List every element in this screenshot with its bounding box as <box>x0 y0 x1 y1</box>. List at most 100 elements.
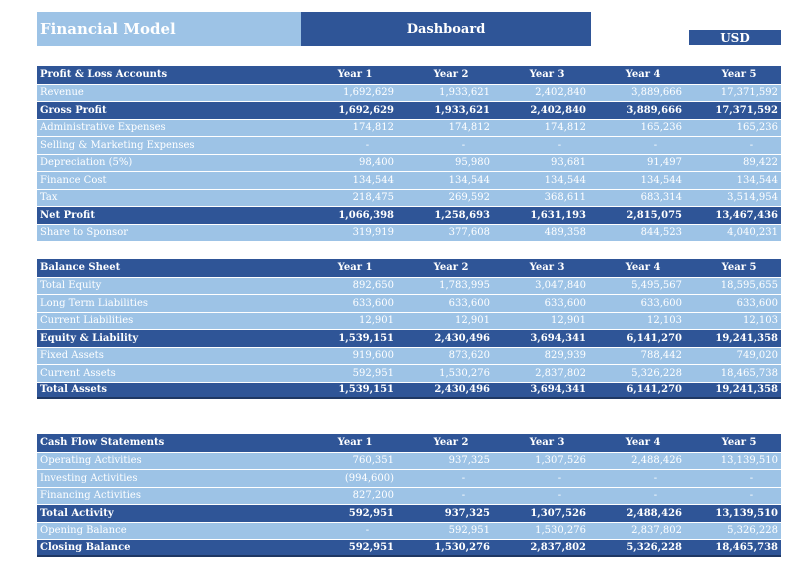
row-value: - <box>653 139 658 151</box>
row-value: 3,889,666 <box>626 104 682 116</box>
table-row: Financing Activities 827,200 - - - - <box>37 487 781 504</box>
row-value: 218,475 <box>352 192 394 204</box>
row-value: 827,200 <box>352 490 394 502</box>
row-value: 269,592 <box>448 192 490 204</box>
row-value: - <box>365 525 370 537</box>
table-row: Closing Balance 592,951 1,530,276 2,837,802… <box>37 540 781 557</box>
dashboard-tab[interactable]: Dashboard <box>301 12 591 46</box>
row-value: 633,600 <box>352 297 394 309</box>
row-value: 592,951 <box>448 525 490 537</box>
row-value: 1,539,151 <box>338 384 394 396</box>
row-value: 12,901 <box>455 315 490 327</box>
row-value: 592,951 <box>352 367 394 379</box>
row-value: 749,020 <box>736 350 778 362</box>
row-label: Total Activity <box>40 507 114 519</box>
row-value: 873,620 <box>448 350 490 362</box>
row-label: Revenue <box>40 87 84 99</box>
row-value: - <box>461 139 466 151</box>
section-title: Balance Sheet <box>40 262 121 274</box>
row-value: 3,047,840 <box>535 280 586 292</box>
row-label: Opening Balance <box>40 525 127 537</box>
row-value: - <box>653 490 658 502</box>
year-header: Year 2 <box>433 437 469 449</box>
row-value: 1,530,276 <box>535 525 586 537</box>
row-value: 2,488,426 <box>631 455 682 467</box>
row-value: 5,326,228 <box>626 541 682 553</box>
row-separator <box>37 469 781 470</box>
row-value: 1,539,151 <box>338 332 394 344</box>
section-title: Profit & Loss Accounts <box>40 69 168 81</box>
row-value: 319,919 <box>352 227 394 239</box>
row-separator <box>37 521 781 523</box>
row-value: - <box>749 139 754 151</box>
row-value: 98,400 <box>359 157 394 169</box>
row-value: 3,514,954 <box>727 192 778 204</box>
row-separator <box>37 346 781 348</box>
row-value: 5,326,228 <box>727 525 778 537</box>
row-separator <box>37 223 781 225</box>
currency-badge[interactable]: USD <box>689 30 781 45</box>
row-value: 134,544 <box>352 174 394 186</box>
row-value: 2,488,426 <box>626 507 682 519</box>
row-value: 844,523 <box>640 227 682 239</box>
row-value: 5,495,567 <box>631 280 682 292</box>
profit-loss-table: Profit & Loss Accounts Year 1 Year 2 Year 3… <box>37 66 781 241</box>
row-label: Total Assets <box>40 384 107 396</box>
row-value: - <box>461 472 466 484</box>
row-label: Closing Balance <box>40 541 131 553</box>
table-row: Finance Cost 134,544 134,544 134,544 134,544… <box>37 172 781 189</box>
row-value: 174,812 <box>544 122 586 134</box>
year-header: Year 3 <box>529 262 565 274</box>
row-value: 4,040,231 <box>727 227 778 239</box>
model-title: Financial Model <box>37 12 301 46</box>
row-value: - <box>365 139 370 151</box>
table-row: Equity & Liability 1,539,151 2,430,496 3,69… <box>37 330 781 347</box>
row-value: (994,600) <box>344 472 394 484</box>
year-header: Year 5 <box>721 69 757 81</box>
row-value: 6,141,270 <box>626 384 682 396</box>
row-separator <box>37 101 781 102</box>
row-separator <box>37 136 781 137</box>
cf-header-row: Cash Flow Statements Year 1 Year 2 Year 3 Ye… <box>37 434 781 452</box>
row-value: 134,544 <box>448 174 490 186</box>
table-row: Total Assets 1,539,151 2,430,496 3,694,341 6… <box>37 382 781 399</box>
year-header: Year 1 <box>337 437 373 449</box>
row-value: 1,933,621 <box>434 104 490 116</box>
row-value: 2,402,840 <box>535 87 586 99</box>
row-value: 3,889,666 <box>631 87 682 99</box>
pl-header-row: Profit & Loss Accounts Year 1 Year 2 Year 3… <box>37 66 781 84</box>
row-label: Administrative Expenses <box>40 122 166 134</box>
year-header: Year 2 <box>433 69 469 81</box>
table-row: Investing Activities (994,600) - - - - <box>37 470 781 487</box>
row-label: Current Liabilities <box>40 315 134 327</box>
row-separator <box>37 329 781 330</box>
row-separator <box>37 118 781 120</box>
row-value: 18,595,655 <box>720 280 778 292</box>
year-header: Year 1 <box>337 69 373 81</box>
year-header: Year 5 <box>721 262 757 274</box>
row-label: Equity & Liability <box>40 332 139 344</box>
row-label: Share to Sponsor <box>40 227 128 239</box>
row-separator <box>37 364 781 365</box>
row-value: 12,901 <box>359 315 394 327</box>
row-value: 3,694,341 <box>530 332 586 344</box>
row-separator <box>37 451 781 453</box>
table-row: Total Equity 892,650 1,783,995 3,047,840 5,4… <box>37 277 781 294</box>
row-value: 829,939 <box>544 350 586 362</box>
row-value: 2,837,802 <box>631 525 682 537</box>
row-value: 937,325 <box>448 455 490 467</box>
row-value: 592,951 <box>348 541 394 553</box>
row-value: 18,465,738 <box>715 541 778 553</box>
row-value: 592,951 <box>348 507 394 519</box>
row-value: 12,103 <box>743 315 778 327</box>
table-row: Tax 218,475 269,592 368,611 683,314 3,514,954 <box>37 189 781 206</box>
bs-header-row: Balance Sheet Year 1 Year 2 Year 3 Year 4 Yea… <box>37 259 781 277</box>
row-value: 1,258,693 <box>434 209 490 221</box>
row-value: - <box>557 490 562 502</box>
row-value: 1,066,398 <box>338 209 394 221</box>
row-label: Current Assets <box>40 367 116 379</box>
row-label: Selling & Marketing Expenses <box>40 139 195 151</box>
row-value: 2,837,802 <box>530 541 586 553</box>
row-label: Investing Activities <box>40 472 138 484</box>
table-row: Share to Sponsor 319,919 377,608 489,358 844… <box>37 224 781 241</box>
